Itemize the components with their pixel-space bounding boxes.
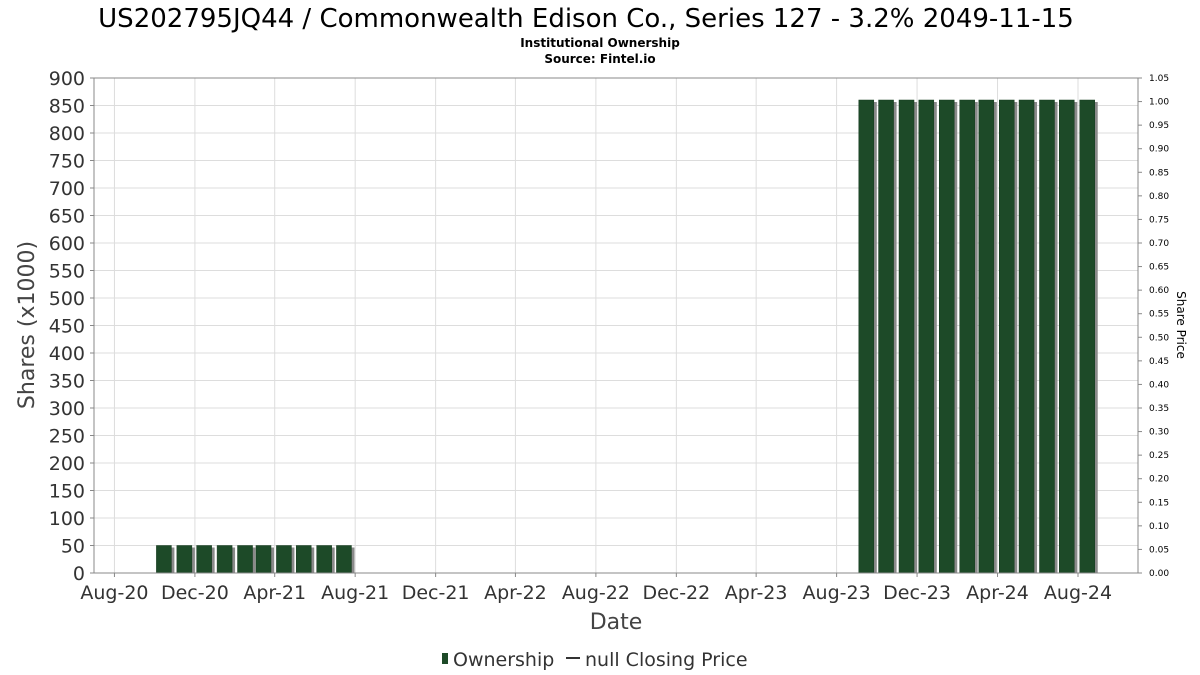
y-tick-label: 150 — [49, 481, 85, 503]
y2-tick-label: 0.85 — [1149, 168, 1169, 178]
y-tick-label: 200 — [49, 453, 85, 475]
ownership-bar — [176, 545, 193, 574]
ownership-bar — [878, 99, 894, 574]
ownership-bar — [959, 99, 975, 574]
ownership-bar — [1059, 99, 1075, 574]
ownership-bar — [938, 99, 955, 574]
y-axis-label: Shares (x1000) — [15, 241, 40, 409]
legend: Ownership null Closing Price — [442, 649, 748, 671]
y2-tick-label: 0.35 — [1149, 404, 1169, 414]
y-tick-label: 350 — [49, 371, 85, 393]
x-tick-label: Apr-22 — [484, 582, 547, 604]
y-tick-label: 100 — [49, 508, 85, 530]
y2-tick-label: 0.50 — [1149, 333, 1169, 343]
x-axis-label: Date — [590, 610, 643, 635]
ownership-bar — [978, 99, 995, 574]
x-tick-label: Apr-23 — [725, 582, 788, 604]
y-tick-label: 650 — [49, 206, 85, 228]
x-tick-label: Aug-23 — [803, 582, 871, 604]
y2-tick-label: 0.20 — [1149, 475, 1169, 485]
y2-tick-label: 0.15 — [1149, 498, 1169, 508]
y2-tick-label: 0.25 — [1149, 451, 1169, 461]
y-tick-label: 850 — [49, 96, 85, 118]
ownership-bar — [999, 99, 1015, 574]
y-tick-label: 50 — [61, 536, 85, 558]
ownership-bar — [237, 545, 253, 574]
y-tick-label: 250 — [49, 426, 85, 448]
x-tick-label: Dec-22 — [642, 582, 710, 604]
ownership-bar — [216, 545, 233, 574]
ownership-bar — [1018, 99, 1035, 574]
y2-tick-label: 0.55 — [1149, 310, 1169, 320]
y-tick-label: 300 — [49, 398, 85, 420]
y2-tick-label: 0.30 — [1149, 428, 1169, 438]
y-tick-label: 600 — [49, 233, 85, 255]
y-tick-label: 450 — [49, 316, 85, 338]
ownership-bar — [898, 99, 915, 574]
x-tick-label: Dec-21 — [402, 582, 470, 604]
x-tick-label: Aug-24 — [1044, 582, 1112, 604]
x-tick-label: Dec-23 — [883, 582, 951, 604]
y-tick-label: 550 — [49, 261, 85, 283]
x-tick-label: Apr-21 — [243, 582, 306, 604]
y2-tick-label: 0.40 — [1149, 380, 1169, 390]
ownership-bar — [316, 545, 332, 574]
y-axis-ticks: 0 50 100 150 200 250 300 350 400 450 500 550 600 650 7… — [49, 68, 94, 585]
x-tick-label: Aug-22 — [562, 582, 630, 604]
y-tick-label: 700 — [49, 178, 85, 200]
ownership-bar — [1039, 99, 1055, 574]
ownership-bar — [1079, 99, 1095, 574]
y2-tick-label: 0.95 — [1149, 121, 1169, 131]
y2-axis-label: Share Price — [1174, 291, 1188, 359]
y2-tick-label: 0.00 — [1149, 569, 1169, 579]
ownership-bar — [295, 545, 312, 574]
y2-tick-label: 0.45 — [1149, 357, 1169, 367]
y-tick-label: 750 — [49, 151, 85, 173]
y2-tick-label: 0.70 — [1149, 239, 1169, 249]
chart-title: US202795JQ44 / Commonwealth Edison Co., … — [98, 4, 1074, 34]
y-tick-label: 0 — [73, 563, 85, 585]
x-tick-label: Apr-24 — [966, 582, 1029, 604]
y2-tick-label: 1.05 — [1149, 74, 1169, 84]
x-axis-ticks: Aug-20 Dec-20 Apr-21 Aug-21 Dec-21 Apr-22 Aug-… — [80, 573, 1112, 604]
x-tick-label: Aug-21 — [321, 582, 389, 604]
ownership-bar — [918, 99, 935, 574]
legend-ownership-label: Ownership — [453, 649, 554, 671]
y2-axis-ticks: 0.00 0.05 0.10 0.15 0.20 0.25 0.30 0.35 0.40 0.45… — [1138, 74, 1169, 579]
legend-price-label: null Closing Price — [585, 649, 748, 671]
y2-tick-label: 0.80 — [1149, 192, 1169, 202]
y2-tick-label: 0.05 — [1149, 545, 1169, 555]
y-tick-label: 800 — [49, 123, 85, 145]
legend-ownership-swatch — [442, 653, 448, 664]
y2-tick-label: 0.60 — [1149, 286, 1169, 296]
ownership-bar — [336, 545, 352, 574]
y2-tick-label: 1.00 — [1149, 98, 1169, 108]
ownership-bar — [276, 545, 292, 574]
y2-tick-label: 0.10 — [1149, 522, 1169, 532]
y2-tick-label: 0.65 — [1149, 263, 1169, 273]
y-tick-label: 400 — [49, 343, 85, 365]
ownership-bar — [255, 545, 272, 574]
y-tick-label: 500 — [49, 288, 85, 310]
ownership-bar — [858, 99, 875, 574]
bars — [156, 99, 1098, 574]
ownership-bar — [196, 545, 212, 574]
x-tick-label: Aug-20 — [80, 582, 148, 604]
y2-tick-label: 0.75 — [1149, 215, 1169, 225]
y-tick-label: 900 — [49, 68, 85, 90]
chart-source: Source: Fintel.io — [544, 52, 655, 66]
y2-tick-label: 0.90 — [1149, 145, 1169, 155]
ownership-bar — [156, 545, 172, 574]
x-tick-label: Dec-20 — [161, 582, 229, 604]
chart-subtitle: Institutional Ownership — [520, 36, 680, 50]
